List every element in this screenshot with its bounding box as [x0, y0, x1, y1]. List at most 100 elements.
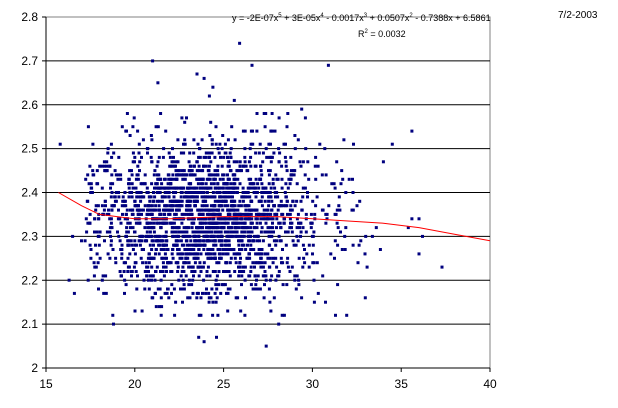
- data-point: [216, 217, 220, 221]
- data-point: [153, 195, 157, 199]
- data-point: [241, 186, 245, 190]
- data-point: [136, 164, 140, 168]
- data-point: [206, 248, 210, 251]
- data-point: [197, 234, 201, 238]
- data-point: [84, 177, 88, 181]
- data-point: [200, 230, 203, 234]
- data-point: [277, 322, 281, 326]
- data-point: [212, 173, 216, 177]
- data-point: [123, 217, 127, 221]
- data-point: [258, 199, 262, 203]
- data-point: [83, 239, 87, 243]
- data-point: [281, 248, 284, 251]
- data-point: [236, 169, 240, 173]
- data-point: [192, 274, 195, 278]
- data-point: [188, 296, 192, 300]
- data-point: [303, 261, 307, 265]
- data-point: [170, 283, 174, 287]
- data-point: [158, 221, 162, 225]
- data-point: [184, 256, 188, 260]
- data-point: [155, 265, 159, 269]
- data-point: [134, 270, 138, 273]
- data-point: [301, 160, 305, 164]
- data-point: [254, 217, 258, 221]
- data-point: [304, 147, 308, 151]
- data-point: [213, 195, 216, 199]
- data-point: [221, 177, 225, 181]
- data-point: [210, 151, 214, 155]
- data-point: [152, 230, 156, 234]
- data-point: [111, 204, 115, 208]
- data-point: [150, 248, 154, 251]
- data-point: [241, 199, 245, 203]
- data-point: [97, 234, 101, 238]
- data-point: [163, 186, 167, 190]
- data-point: [157, 204, 161, 208]
- data-point: [336, 226, 340, 230]
- data-point: [323, 147, 327, 151]
- data-point: [211, 217, 215, 221]
- data-point: [281, 283, 285, 287]
- data-point: [241, 270, 245, 273]
- data-point: [148, 204, 152, 208]
- data-point: [197, 208, 201, 212]
- data-point: [124, 212, 128, 216]
- data-point: [222, 173, 226, 177]
- data-point: [123, 291, 126, 295]
- data-point: [119, 221, 123, 225]
- data-point: [157, 252, 161, 256]
- data-point: [264, 278, 268, 282]
- data-point: [186, 296, 190, 300]
- data-point: [221, 252, 225, 256]
- y-tick-label: 2.6: [21, 98, 38, 112]
- data-point: [95, 252, 99, 256]
- data-point: [148, 234, 152, 238]
- data-point: [248, 147, 252, 151]
- data-point: [211, 208, 214, 212]
- data-point: [199, 186, 203, 190]
- data-point: [191, 265, 195, 269]
- data-point: [109, 221, 113, 225]
- data-point: [244, 296, 247, 300]
- data-point: [171, 226, 175, 230]
- data-point: [220, 147, 224, 151]
- data-point: [277, 160, 281, 164]
- data-point: [263, 270, 267, 273]
- data-point: [220, 221, 224, 225]
- data-point: [289, 221, 292, 225]
- data-point: [145, 221, 149, 225]
- data-point: [172, 221, 176, 225]
- data-point: [263, 199, 267, 203]
- data-point: [177, 208, 181, 212]
- data-point: [268, 300, 272, 304]
- data-point: [212, 182, 216, 186]
- data-point: [280, 164, 284, 168]
- data-point: [330, 182, 334, 186]
- data-point: [175, 199, 179, 203]
- data-point: [216, 186, 220, 190]
- data-point: [194, 195, 198, 199]
- data-point: [162, 243, 166, 247]
- data-point: [131, 125, 135, 129]
- data-point: [132, 265, 136, 269]
- data-point: [148, 208, 152, 212]
- data-point: [227, 239, 231, 243]
- data-point: [290, 230, 294, 234]
- data-point: [184, 261, 188, 265]
- data-point: [201, 291, 204, 295]
- data-point: [390, 142, 394, 146]
- data-point: [228, 208, 232, 212]
- data-point: [204, 252, 208, 256]
- data-point: [108, 164, 112, 168]
- data-point: [295, 199, 299, 203]
- data-point: [355, 204, 359, 208]
- data-point: [179, 274, 183, 278]
- data-point: [228, 169, 232, 173]
- data-point: [174, 204, 178, 208]
- data-point: [124, 234, 128, 238]
- data-point: [211, 191, 215, 194]
- data-point: [218, 177, 222, 181]
- data-point: [148, 199, 152, 203]
- data-point: [221, 217, 225, 221]
- data-point: [193, 243, 197, 247]
